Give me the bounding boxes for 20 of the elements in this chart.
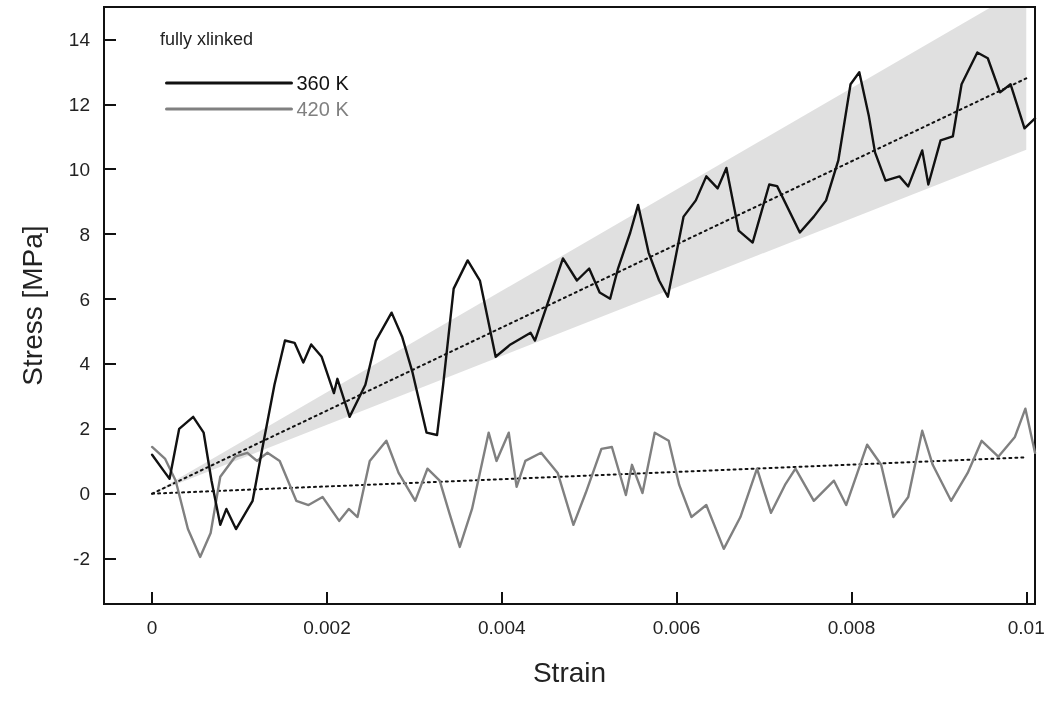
x-tick-label: 0.004 xyxy=(477,617,526,638)
text: 420 K xyxy=(296,98,350,120)
y-tick-label: 14 xyxy=(68,28,91,50)
y-tick-label: 10 xyxy=(68,158,90,180)
x-tick-label: 0.002 xyxy=(303,617,351,638)
y-tick-label: 2 xyxy=(79,418,90,440)
x-tick-label: 0.006 xyxy=(652,617,701,638)
y-tick-label: -2 xyxy=(73,548,90,570)
text: 360 K xyxy=(296,72,350,94)
y-tick-label: 12 xyxy=(68,93,90,115)
x-tick-label: 0.01 xyxy=(1007,617,1045,638)
y-tick-label: 4 xyxy=(79,353,91,375)
y-tick-label: 8 xyxy=(79,223,90,245)
x-tick-label: 0.008 xyxy=(827,617,876,638)
y-tick-label: 0 xyxy=(79,483,90,505)
x-tick-label: 0 xyxy=(146,617,158,638)
y-axis-title: Stress [MPa] xyxy=(16,225,48,386)
y-tick-label: 6 xyxy=(79,288,90,310)
legend-title: fully xlinked xyxy=(160,29,254,49)
x-axis-title: Strain xyxy=(532,656,607,688)
